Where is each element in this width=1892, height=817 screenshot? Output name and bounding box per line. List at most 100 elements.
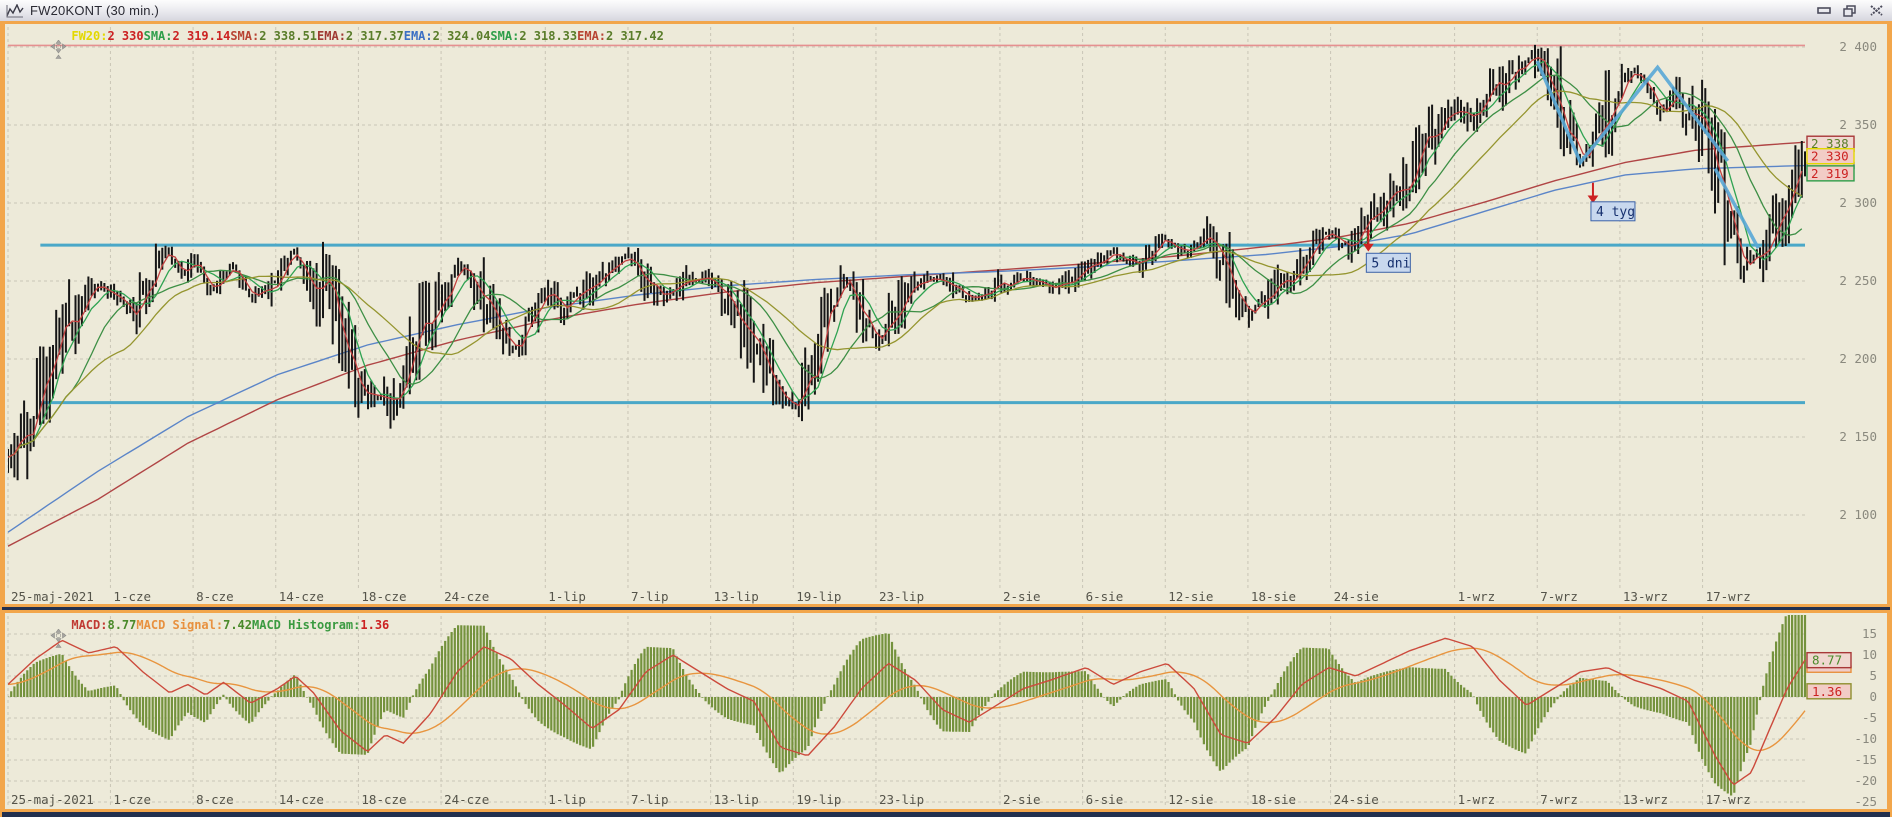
price-legend: FW20:2 330SMA:2 319.14SMA:2 338.51EMA:2 … (7, 26, 664, 79)
x-axis-date-label: 13-wrz (1623, 589, 1668, 604)
price-axis-tick-label: 2 100 (1839, 507, 1877, 522)
macd-histogram (8, 615, 1807, 796)
down-arrow-icon (1362, 229, 1374, 252)
price-axis-tick-label: 2 350 (1839, 117, 1877, 132)
x-axis-date-label: 24-sie (1334, 792, 1379, 807)
x-axis-date-label: 13-wrz (1623, 792, 1668, 807)
price-axis-tick-label: 2 200 (1839, 351, 1877, 366)
macd-axis-tick-label: 15 (1862, 626, 1877, 641)
macd-axis-tick-label: 0 (1869, 689, 1877, 704)
x-axis-date-label: 25-maj-2021 (11, 589, 94, 604)
candlestick-series (8, 44, 1806, 481)
annotation[interactable]: 5 dni (1362, 229, 1411, 273)
legend-series-value: 2 317.37 (345, 29, 404, 43)
x-axis-date-label: 7-lip (631, 792, 669, 807)
window-titlebar[interactable]: FW20KONT (30 min.) (0, 0, 1892, 22)
macd-value-label-box (1806, 683, 1852, 700)
x-axis-date-label: 6-sie (1086, 792, 1124, 807)
fast-ma-line (8, 90, 1803, 458)
x-axis-date-label: 6-sie (1086, 589, 1124, 604)
restore-button[interactable] (1842, 4, 1858, 17)
x-axis-date-label: 8-cze (196, 589, 234, 604)
macd-canvas[interactable]: 15 10 5 0 -5 -10 -15 -20 -25 8.77 1.36 25-maj-2021 1… (5, 613, 1887, 809)
fast-ma-line (8, 74, 1803, 458)
legend-series-value: 8.77 (107, 618, 137, 632)
annotation-label: 4 tyg (1596, 205, 1635, 220)
x-axis-date-label: 1-cze (113, 792, 151, 807)
macd-value-label: 1.36 (1812, 684, 1842, 699)
legend-series-label: EMA: (577, 29, 607, 43)
x-axis-date-label: 7-wrz (1540, 792, 1578, 807)
fast-ma-line (8, 56, 1803, 458)
x-axis-date-label: 24-cze (444, 792, 489, 807)
macd-axis-tick-label: 10 (1862, 647, 1877, 662)
macd-axis-tick-label: -15 (1854, 752, 1877, 767)
trendline[interactable] (1713, 167, 1760, 250)
trendline[interactable] (1535, 60, 1730, 166)
x-axis-date-label: 24-sie (1334, 589, 1379, 604)
macd-value-label: 8.77 (1812, 653, 1842, 668)
macd-value-label-box (1806, 651, 1852, 669)
legend-series-label: FW20: (71, 29, 108, 43)
x-axis-date-label: 17-wrz (1706, 792, 1751, 807)
legend-series-label: SMA: (230, 29, 260, 43)
x-axis-date-label: 23-lip (879, 792, 924, 807)
pane-move-icon[interactable] (7, 615, 67, 668)
x-axis-date-label: 7-wrz (1540, 589, 1578, 604)
price-axis-tick-label: 2 150 (1839, 429, 1877, 444)
x-axis-date-label: 14-cze (279, 589, 324, 604)
legend-series-label: EMA: (403, 29, 433, 43)
macd-legend: MACD:8.77MACD Signal:7.42MACD Histogram:… (7, 615, 389, 668)
x-axis-date-label: 12-sie (1168, 792, 1213, 807)
last-price-label: 2 319 (1811, 166, 1849, 181)
legend-series-label: MACD Signal: (136, 618, 224, 632)
x-axis-date-label: 1-cze (113, 589, 151, 604)
x-axis-date-label: 18-cze (361, 589, 406, 604)
legend-series-label: EMA: (317, 29, 346, 43)
x-axis-date-label: 13-lip (714, 589, 759, 604)
legend-series-value: 7.42 (223, 618, 252, 632)
legend-series-label: MACD Histogram: (252, 618, 361, 632)
legend-series-value: 2 324.04 (432, 29, 491, 43)
macd-axis-tick-label: -20 (1854, 773, 1877, 788)
x-axis-date-label: 18-cze (361, 792, 406, 807)
annotation[interactable]: 4 tyg (1587, 182, 1636, 222)
window-buttons (1816, 4, 1892, 17)
legend-series-label: MACD: (71, 618, 108, 632)
x-axis-date-label: 1-wrz (1458, 792, 1496, 807)
minimize-button[interactable] (1816, 4, 1832, 17)
slow-ma-line (8, 141, 1806, 547)
legend-series-label: SMA: (490, 29, 520, 43)
x-axis-date-label: 17-wrz (1706, 589, 1751, 604)
close-icon[interactable] (1868, 4, 1884, 17)
legend-series-value: 2 317.42 (606, 29, 664, 43)
pane-move-icon[interactable] (7, 26, 67, 79)
annotation-box (1590, 201, 1636, 222)
legend-series-value: 2 338.51 (259, 29, 318, 43)
x-axis-date-label: 24-cze (444, 589, 489, 604)
x-axis-date-label: 25-maj-2021 (11, 792, 94, 807)
macd-axis-tick-label: -10 (1854, 731, 1877, 746)
x-axis-date-label: 18-sie (1251, 792, 1296, 807)
window-title: FW20KONT (30 min.) (30, 3, 160, 18)
macd-line (8, 637, 1806, 786)
price-axis-tick-label: 2 400 (1839, 39, 1877, 54)
x-axis-date-label: 8-cze (196, 792, 234, 807)
macd-axis-tick-label: -25 (1854, 794, 1877, 809)
annotation-label: 5 dni (1371, 256, 1410, 271)
price-chart-canvas[interactable]: 2 400 2 350 2 300 2 250 2 200 2 150 2 100 4 tyg… (5, 24, 1887, 604)
last-price-label: 2 338 (1811, 136, 1849, 151)
x-axis-date-label: 23-lip (879, 589, 924, 604)
x-axis-date-label: 13-lip (714, 792, 759, 807)
x-axis-date-label: 2-sie (1003, 589, 1041, 604)
price-chart-pane[interactable]: 2 400 2 350 2 300 2 250 2 200 2 150 2 100 4 tyg… (2, 21, 1890, 607)
fast-ma-line (8, 60, 1803, 458)
macd-axis-tick-label: -5 (1862, 710, 1877, 725)
macd-pane[interactable]: 15 10 5 0 -5 -10 -15 -20 -25 8.77 1.36 25-maj-2021 1… (2, 610, 1890, 812)
x-axis-date-label: 2-sie (1003, 792, 1041, 807)
x-axis-date-label: 19-lip (796, 589, 841, 604)
macd-axis-tick-label: 5 (1869, 668, 1877, 683)
x-axis-date-label: 1-wrz (1458, 589, 1496, 604)
last-price-label-box (1806, 165, 1855, 182)
last-price-label: 2 330 (1811, 149, 1849, 164)
